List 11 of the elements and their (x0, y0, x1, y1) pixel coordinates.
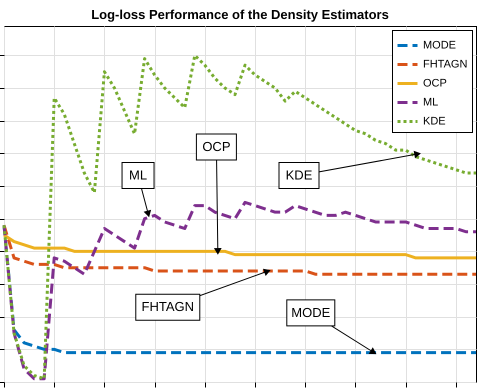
legend-label: MODE (423, 40, 456, 52)
annotation: KDE (286, 168, 313, 183)
legend-label: KDE (423, 116, 446, 128)
annotation: OCP (202, 139, 230, 154)
annotation: ML (129, 168, 148, 183)
legend-label: OCP (423, 78, 447, 90)
legend-label: ML (423, 96, 438, 108)
annotation: FHTAGN (142, 299, 194, 314)
annotation: MODE (291, 304, 331, 320)
legend-label: FHTAGN (423, 58, 468, 70)
chart-title: Log-loss Performance of the Density Estimators (91, 7, 389, 22)
